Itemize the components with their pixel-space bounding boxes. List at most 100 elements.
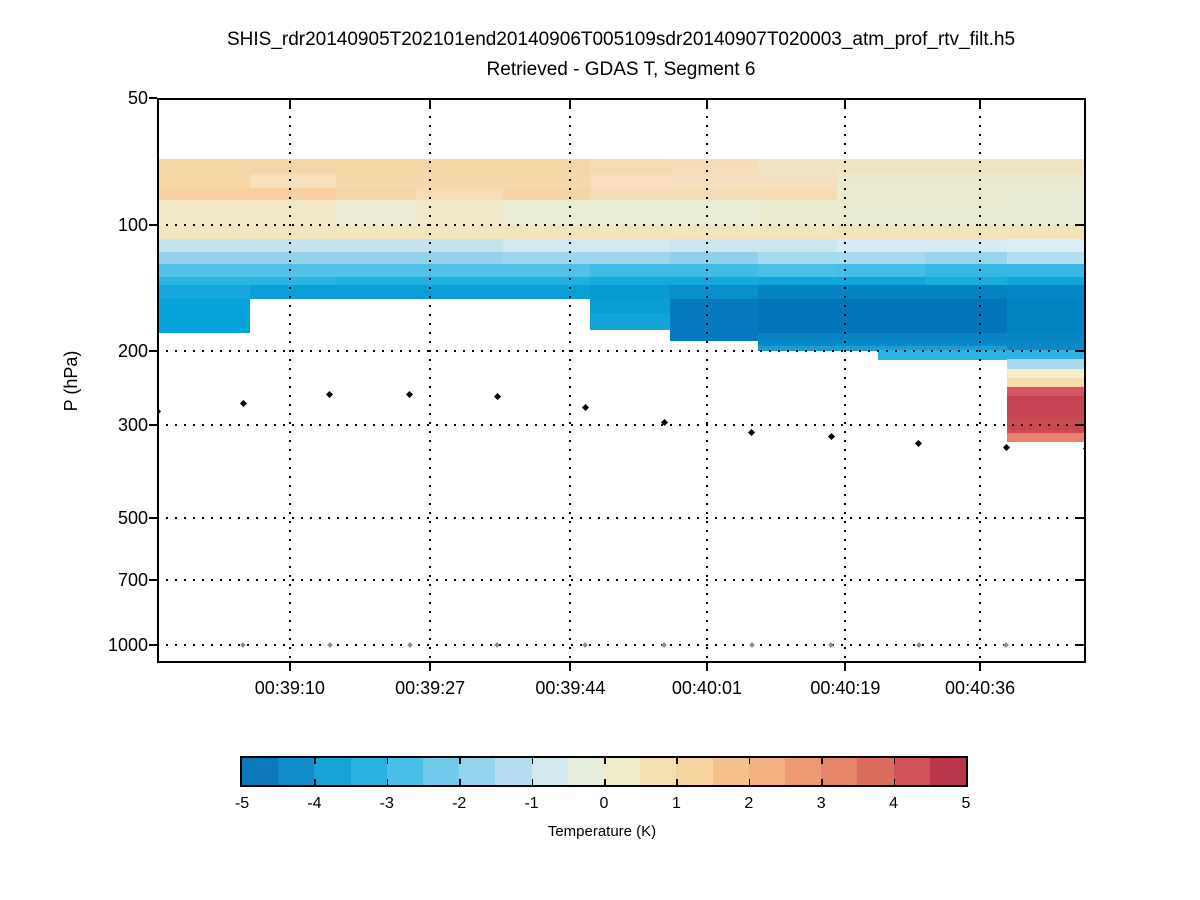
colorbar-segment [314, 758, 352, 785]
heatmap-cell [589, 276, 759, 286]
heatmap-cell [758, 200, 838, 226]
heatmap-cell [157, 285, 251, 300]
heatmap-cell [837, 188, 1008, 201]
heatmap-cell [249, 174, 337, 189]
heatmap-cell [837, 159, 1086, 175]
plot-area [157, 98, 1086, 663]
y-tick-inner-right [1076, 578, 1086, 581]
heatmap-cell [669, 332, 759, 341]
y-tick-inner-right [1076, 517, 1086, 520]
y-gridline [157, 643, 1086, 646]
colorbar-tick [893, 779, 896, 785]
heatmap-cell [589, 188, 759, 201]
heatmap-cell [669, 298, 759, 314]
heatmap-cell [336, 200, 417, 226]
heatmap-cell [157, 263, 591, 278]
cloud-marker [827, 433, 835, 441]
heatmap-cell [157, 329, 251, 334]
cloud-marker [326, 391, 334, 399]
colorbar [240, 756, 968, 787]
heatmap-cell [758, 263, 838, 278]
heatmap-cell [669, 285, 759, 300]
heatmap-cell [1007, 298, 1086, 314]
heatmap-cell [758, 346, 1008, 351]
heatmap-cell [157, 174, 251, 189]
x-gridline [569, 98, 572, 663]
y-tick-inner-right [1076, 643, 1086, 646]
y-gridline [157, 517, 1086, 520]
y-tick [149, 517, 157, 520]
colorbar-tick-label: 0 [599, 795, 609, 812]
x-tick-inner-top [288, 98, 291, 107]
heatmap-cell [589, 263, 759, 278]
colorbar-segment [350, 758, 388, 785]
heatmap-cell [837, 224, 1086, 240]
heatmap-cell [1007, 387, 1086, 397]
heatmap-cell [502, 251, 671, 265]
cloud-marker [915, 439, 923, 447]
colorbar-tick [676, 779, 678, 785]
heatmap-cell [758, 159, 838, 175]
heatmap-cell [1007, 432, 1086, 443]
cloud-marker [493, 393, 501, 401]
heatmap-cell [837, 200, 1008, 226]
colorbar-tick-label: 2 [744, 795, 754, 812]
heatmap-cell [589, 174, 671, 189]
heatmap-cell [157, 276, 337, 286]
heatmap-cell [502, 238, 671, 253]
y-tick-inner-right [1076, 350, 1086, 353]
heatmap-cell [669, 238, 838, 253]
cloud-marker [1002, 444, 1010, 452]
heatmap-cell [1007, 329, 1086, 334]
y-tick [149, 350, 157, 353]
y-tick-label: 50 [127, 88, 148, 108]
colorbar-segment [278, 758, 315, 785]
colorbar-tick-label: -3 [379, 795, 394, 812]
x-gridline [705, 98, 708, 663]
x-tick [705, 663, 708, 671]
heatmap-cell [925, 276, 1008, 286]
colorbar-tick [531, 758, 534, 764]
heatmap-cell [589, 313, 671, 331]
colorbar-tick-label: -2 [452, 795, 467, 812]
colorbar-tick [676, 758, 678, 764]
heatmap-cell [758, 329, 1008, 334]
x-tick [979, 663, 982, 671]
colorbar-tick-label: 4 [889, 795, 899, 812]
x-gridline [288, 98, 291, 663]
heatmap-cell [589, 298, 671, 314]
y-gridline [157, 424, 1086, 427]
colorbar-segment [640, 758, 677, 785]
x-tick [429, 663, 432, 671]
heatmap-cell [758, 298, 1008, 314]
x-tick-inner-top [979, 98, 982, 107]
heatmap-cell [1007, 368, 1086, 379]
heatmap-cell [925, 263, 1086, 278]
colorbar-segment [857, 758, 895, 785]
colorbar-segment [893, 758, 931, 785]
y-gridline [157, 223, 1086, 226]
surface-marker [915, 642, 922, 648]
colorbar-tick-label: -4 [307, 795, 322, 812]
heatmap-cell [1007, 313, 1086, 331]
heatmap-cell [1007, 188, 1086, 201]
colorbar-tick [386, 779, 389, 785]
y-tick [149, 643, 157, 646]
x-gridline [429, 98, 432, 663]
heatmap-cell [502, 224, 838, 240]
heatmap-cell [669, 174, 838, 189]
x-tick [569, 663, 572, 671]
chart-title: SHIS_rdr20140905T202101end20140906T00510… [226, 29, 1016, 50]
heatmap-cell [1007, 276, 1086, 286]
x-tick-inner-top [844, 98, 847, 107]
y-tick [149, 223, 157, 226]
colorbar-tick [314, 758, 316, 764]
heatmap-cell [758, 285, 1008, 300]
heatmap-cell [669, 251, 759, 265]
surface-marker [748, 642, 755, 648]
heatmap-cell [877, 350, 1086, 360]
colorbar-tick [386, 758, 389, 764]
y-tick-label: 500 [117, 508, 148, 529]
heatmap-cell [416, 188, 504, 201]
